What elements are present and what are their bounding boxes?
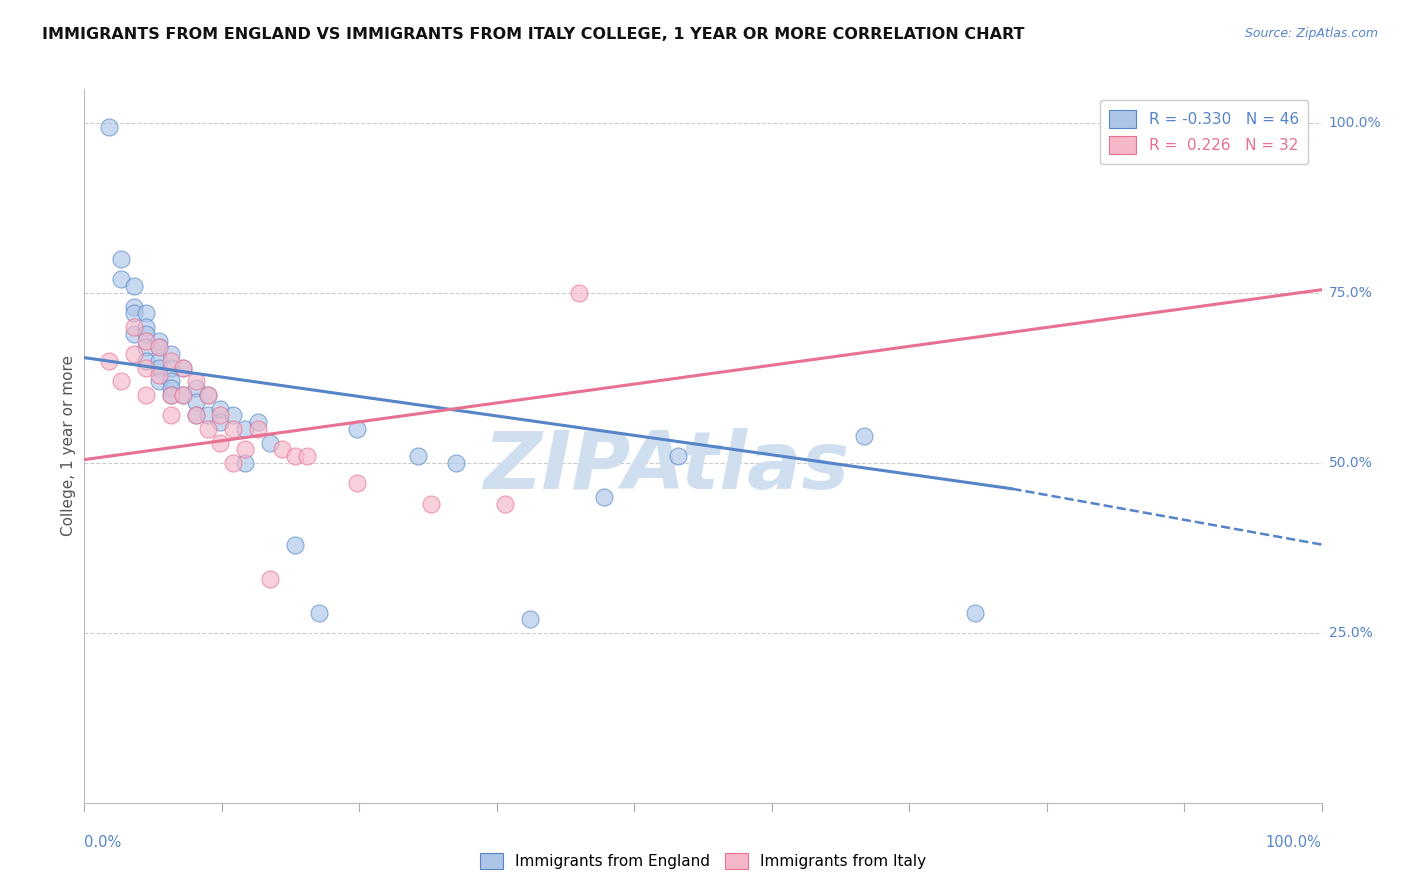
Point (135, 341, 157, 355)
Point (160, 360, 183, 375)
Point (122, 300, 145, 314)
Point (160, 375, 183, 389)
Point (122, 306, 145, 320)
Point (98, 354, 121, 368)
Point (160, 347, 183, 361)
Point (160, 388, 183, 402)
Point (284, 537, 307, 551)
Point (110, 272, 132, 286)
Text: ZIPAtlas: ZIPAtlas (482, 428, 849, 507)
Point (209, 435, 232, 450)
Point (184, 409, 207, 423)
Point (222, 409, 245, 423)
Point (593, 490, 616, 504)
Point (444, 456, 467, 470)
Point (346, 476, 368, 491)
Point (284, 449, 307, 463)
Point (148, 368, 170, 382)
Point (135, 320, 157, 334)
Point (852, 429, 875, 443)
Point (184, 375, 207, 389)
Point (271, 442, 294, 457)
Point (98, 120, 121, 134)
Point (222, 456, 245, 470)
Text: Source: ZipAtlas.com: Source: ZipAtlas.com (1244, 27, 1378, 40)
Point (148, 360, 170, 375)
Point (259, 435, 281, 450)
Point (160, 354, 183, 368)
Point (295, 449, 318, 463)
Point (246, 422, 269, 436)
Text: IMMIGRANTS FROM ENGLAND VS IMMIGRANTS FROM ITALY COLLEGE, 1 YEAR OR MORE CORRELA: IMMIGRANTS FROM ENGLAND VS IMMIGRANTS FR… (42, 27, 1025, 42)
Point (172, 360, 194, 375)
Point (197, 388, 219, 402)
Point (197, 388, 219, 402)
Point (135, 388, 157, 402)
Point (122, 326, 145, 341)
Point (233, 422, 256, 436)
Text: 100.0%: 100.0% (1329, 116, 1381, 130)
Text: 0.0%: 0.0% (84, 835, 121, 850)
Legend: Immigrants from England, Immigrants from Italy: Immigrants from England, Immigrants from… (474, 847, 932, 875)
Point (135, 326, 157, 341)
Point (197, 422, 219, 436)
Point (184, 409, 207, 423)
Point (233, 456, 256, 470)
Point (172, 388, 194, 402)
Point (233, 442, 256, 457)
Point (122, 320, 145, 334)
Point (408, 449, 430, 463)
Point (110, 252, 132, 266)
Point (110, 375, 132, 389)
Point (148, 375, 170, 389)
Point (308, 606, 330, 620)
Point (419, 497, 441, 511)
Point (148, 341, 170, 355)
Text: 75.0%: 75.0% (1329, 286, 1372, 300)
Point (259, 572, 281, 586)
Point (122, 347, 145, 361)
Y-axis label: College, 1 year or more: College, 1 year or more (60, 356, 76, 536)
Point (135, 306, 157, 320)
Point (135, 360, 157, 375)
Point (246, 415, 269, 429)
Point (519, 612, 541, 626)
Point (160, 409, 183, 423)
Point (965, 606, 987, 620)
Text: 50.0%: 50.0% (1329, 456, 1372, 470)
Point (346, 422, 368, 436)
Point (135, 334, 157, 348)
Point (172, 360, 194, 375)
Point (494, 497, 516, 511)
Point (209, 409, 232, 423)
Text: 25.0%: 25.0% (1329, 626, 1372, 640)
Point (172, 388, 194, 402)
Point (148, 334, 170, 348)
Point (666, 449, 689, 463)
Point (148, 354, 170, 368)
Point (184, 381, 207, 395)
Point (160, 388, 183, 402)
Legend: R = -0.330   N = 46, R =  0.226   N = 32: R = -0.330 N = 46, R = 0.226 N = 32 (1099, 101, 1308, 163)
Point (160, 381, 183, 395)
Point (222, 422, 245, 436)
Point (209, 401, 232, 416)
Text: 100.0%: 100.0% (1265, 835, 1322, 850)
Point (209, 415, 232, 429)
Point (148, 341, 170, 355)
Point (135, 354, 157, 368)
Point (197, 409, 219, 423)
Point (122, 279, 145, 293)
Point (568, 286, 591, 301)
Point (184, 394, 207, 409)
